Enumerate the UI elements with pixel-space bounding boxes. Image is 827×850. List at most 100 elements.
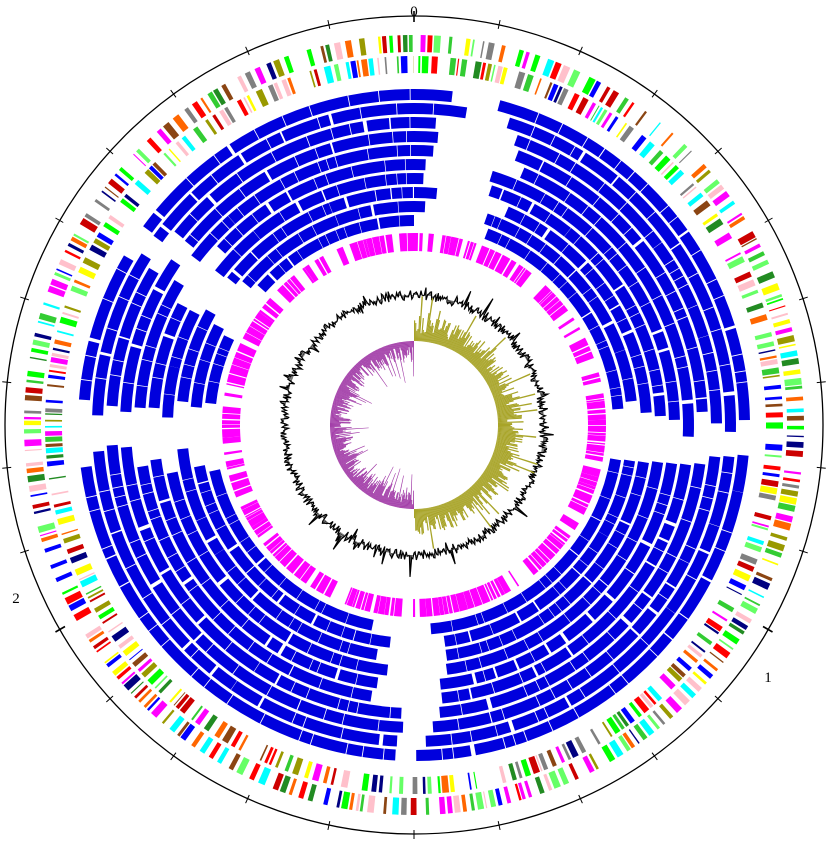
cog-gene-bar bbox=[304, 761, 313, 779]
cog-gene-bar bbox=[766, 540, 785, 552]
cog-gene-bar bbox=[503, 786, 512, 804]
cog-gene-bar bbox=[333, 63, 342, 82]
gc-skew-bar bbox=[489, 377, 512, 390]
cog-gene-bar bbox=[275, 751, 284, 768]
gene-block bbox=[310, 571, 325, 590]
cog-gene-bar bbox=[64, 590, 83, 605]
cog-gene-bar bbox=[427, 35, 433, 53]
cog-gene-bar bbox=[55, 506, 73, 515]
cog-gene-bar bbox=[34, 332, 52, 341]
gc-skew-bar bbox=[465, 340, 482, 360]
blast-hit-block bbox=[640, 607, 675, 646]
blast-hit-block bbox=[152, 363, 166, 379]
gc-skew-bar bbox=[408, 341, 410, 348]
blast-hit-block bbox=[366, 118, 390, 132]
cog-gene-bar bbox=[473, 771, 478, 789]
blast-hit-block bbox=[548, 603, 562, 617]
cog-gene-bar bbox=[163, 152, 177, 167]
gc-skew-bar bbox=[496, 403, 518, 409]
cog-gene-bar bbox=[758, 349, 776, 355]
cog-gene-bar bbox=[121, 671, 136, 685]
blast-hit-block bbox=[596, 340, 609, 350]
gc-skew-bar bbox=[496, 404, 519, 410]
gc-skew-bar bbox=[428, 322, 434, 343]
blast-hit-block bbox=[219, 578, 244, 603]
gene-block bbox=[493, 578, 506, 596]
gc-content-spike bbox=[484, 317, 487, 321]
gc-content-spike bbox=[387, 291, 390, 298]
cog-gene-bar bbox=[679, 183, 695, 197]
gc-skew-bar bbox=[420, 318, 424, 342]
blast-hit-block bbox=[321, 603, 349, 624]
gc-skew-bar bbox=[352, 475, 361, 483]
blast-hit-block bbox=[106, 375, 121, 407]
gc-skew-bar bbox=[360, 360, 374, 376]
gc-skew-bar bbox=[330, 418, 352, 421]
blast-hit-block bbox=[229, 545, 255, 573]
cog-gene-bar bbox=[744, 596, 761, 607]
gene-block bbox=[272, 542, 288, 557]
gc-content-spike bbox=[386, 549, 388, 553]
blast-hit-block bbox=[594, 543, 618, 569]
cog-gene-bar bbox=[606, 116, 619, 132]
gc-content-spike bbox=[528, 366, 531, 368]
gc-content-spike bbox=[354, 541, 357, 544]
cog-gene-bar bbox=[73, 233, 90, 244]
gc-skew-bar bbox=[469, 487, 480, 499]
gc-skew-bar bbox=[467, 489, 474, 497]
gc-skew-bar bbox=[341, 458, 357, 468]
blast-hit-block bbox=[368, 131, 393, 146]
blast-hit-block bbox=[674, 356, 688, 369]
gc-skew-bar bbox=[354, 365, 360, 371]
gc-skew-bar bbox=[419, 508, 423, 535]
cog-gene-bar bbox=[561, 743, 572, 761]
cog-gene-bar bbox=[547, 83, 559, 102]
blast-hit-block bbox=[486, 635, 503, 651]
gene-block bbox=[587, 441, 606, 445]
gc-content-spike bbox=[511, 343, 516, 348]
gc-skew-bar bbox=[340, 383, 350, 390]
blast-hit-block bbox=[161, 280, 184, 309]
gc-content-spike bbox=[485, 312, 489, 317]
gc-skew-bar bbox=[459, 495, 469, 509]
gc-skew-bar bbox=[330, 429, 343, 432]
cog-gene-bar bbox=[191, 731, 205, 748]
blast-hit-block bbox=[479, 640, 490, 653]
gc-content-spike bbox=[332, 523, 336, 527]
cog-gene-bar bbox=[313, 69, 322, 87]
blast-hit-block bbox=[614, 160, 635, 180]
blast-hit-block bbox=[130, 498, 149, 528]
gc-skew-bar bbox=[400, 489, 405, 509]
blast-hit-block bbox=[513, 731, 527, 746]
gene-block bbox=[508, 570, 520, 587]
gene-block bbox=[527, 554, 543, 571]
gc-skew-bar bbox=[470, 486, 488, 504]
gc-skew-bar bbox=[466, 489, 484, 511]
gc-skew-bar bbox=[367, 483, 376, 496]
gc-skew-bar bbox=[489, 461, 501, 469]
cog-gene-bar bbox=[27, 473, 46, 483]
gc-skew-bar bbox=[490, 459, 500, 465]
gc-skew-bar bbox=[332, 404, 338, 407]
blast-hit-block bbox=[410, 116, 414, 129]
blast-hit-block bbox=[150, 516, 169, 541]
blast-hit-block bbox=[378, 215, 400, 229]
blast-hit-block bbox=[322, 202, 333, 216]
gene-block bbox=[234, 485, 253, 498]
gc-skew-bar bbox=[416, 508, 419, 532]
gc-skew-bar bbox=[336, 391, 351, 399]
gc-content-spike bbox=[505, 330, 509, 334]
blast-hit-block bbox=[619, 202, 653, 238]
gc-skew-bar bbox=[341, 460, 355, 469]
cog-gene-bar bbox=[581, 76, 596, 95]
blast-hit-block bbox=[566, 688, 585, 706]
gc-skew-bar bbox=[462, 492, 475, 509]
blast-hit-block bbox=[497, 218, 520, 238]
blast-hit-block bbox=[337, 698, 350, 712]
gc-skew-bar bbox=[477, 359, 489, 371]
blast-hit-block bbox=[535, 113, 563, 134]
blast-hit-block bbox=[161, 639, 199, 677]
gc-content-spike bbox=[288, 457, 292, 459]
gc-content-spike bbox=[501, 331, 505, 335]
blast-hit-block bbox=[367, 145, 398, 160]
